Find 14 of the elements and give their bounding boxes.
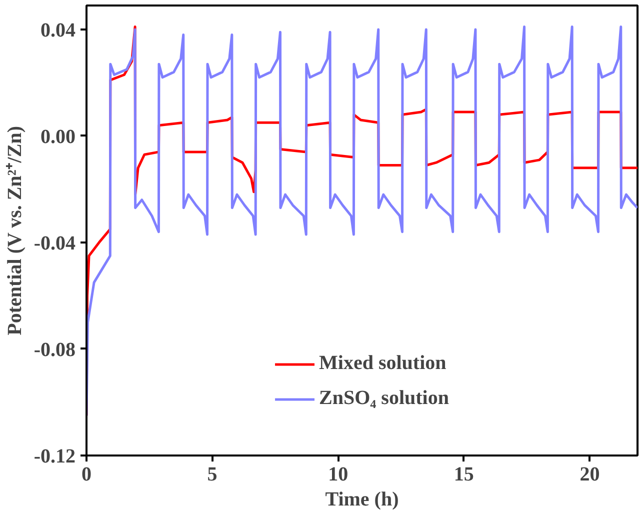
x-tick-label: 15 (454, 464, 474, 486)
legend-label: ZnSO₄ solution (319, 387, 449, 410)
y-tick-label: -0.04 (34, 232, 76, 254)
legend-label: Mixed solution (319, 352, 446, 375)
x-tick-label: 0 (82, 464, 92, 486)
x-tick-label: 20 (580, 464, 600, 486)
y-tick-label: -0.12 (34, 446, 76, 468)
x-tick-label: 10 (328, 464, 348, 486)
x-tick-label: 5 (207, 464, 218, 486)
y-tick-label: 0.00 (40, 126, 76, 148)
y-axis-title: Potential (V vs. Zn²⁺/Zn) (4, 126, 26, 336)
x-axis-title: Time (h) (325, 488, 399, 510)
y-tick-label: -0.08 (34, 338, 76, 361)
y-tick-label: 0.04 (40, 19, 76, 42)
